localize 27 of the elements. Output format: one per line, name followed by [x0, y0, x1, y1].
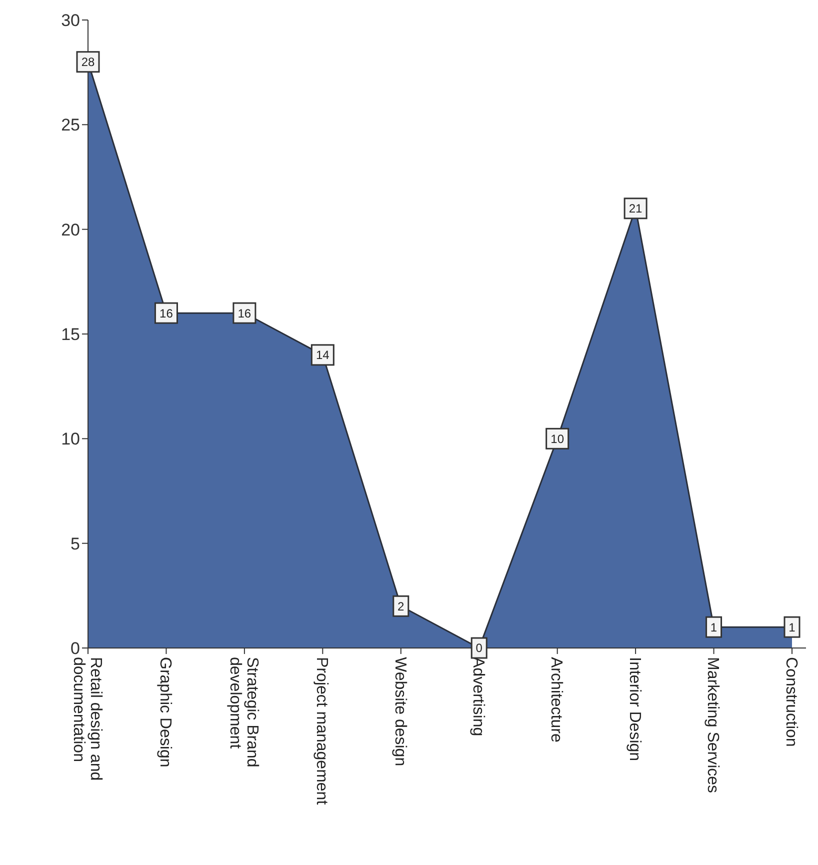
y-tick-label: 30	[61, 10, 80, 30]
data-label: 2	[398, 599, 405, 614]
data-label: 16	[238, 306, 252, 320]
x-tick-label: Marketing Services	[704, 657, 722, 794]
x-tick-label: Website design	[391, 657, 408, 766]
y-tick-label: 25	[61, 116, 80, 135]
data-label: 16	[160, 306, 174, 320]
data-label: 28	[81, 55, 95, 70]
data-label: 1	[710, 620, 718, 634]
x-tick-label: Advertising	[470, 657, 487, 736]
y-tick-label: 10	[61, 430, 80, 449]
y-tick-label: 5	[70, 534, 80, 554]
x-tick-label: Retail design and documentation	[70, 657, 104, 781]
x-tick-label: Strategic Brand development	[226, 657, 260, 768]
x-tick-label: Construction	[782, 657, 800, 747]
y-tick-label: 0	[70, 638, 80, 658]
x-tick-label: Project management	[313, 657, 330, 806]
y-tick-label: 15	[61, 324, 80, 344]
x-tick-label: Graphic Design	[156, 657, 174, 768]
data-label: 21	[628, 202, 643, 216]
y-tick-label: 20	[61, 220, 80, 240]
x-tick-label: Architecture	[548, 657, 565, 742]
data-label: 10	[550, 432, 564, 446]
data-label: 0	[476, 641, 483, 656]
data-label: 1	[788, 620, 796, 634]
x-tick-label: Interior Design	[626, 657, 643, 762]
data-label: 14	[316, 348, 330, 362]
